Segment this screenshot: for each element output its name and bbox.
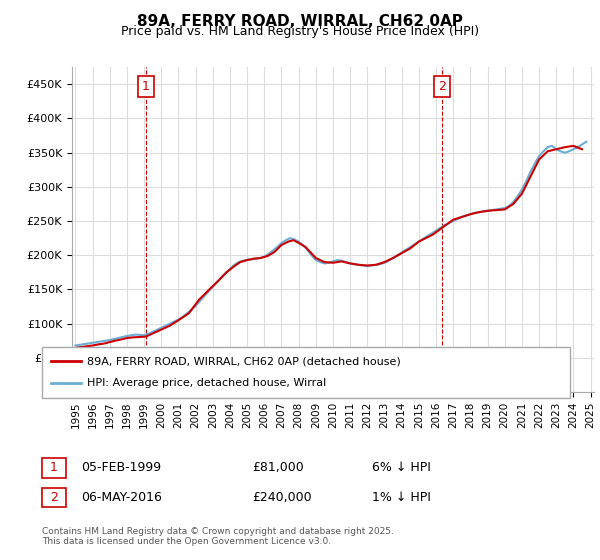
Text: 2: 2 [438, 80, 446, 93]
Text: 2: 2 [50, 491, 58, 504]
Text: 1: 1 [142, 80, 150, 93]
Text: 89A, FERRY ROAD, WIRRAL, CH62 0AP (detached house): 89A, FERRY ROAD, WIRRAL, CH62 0AP (detac… [87, 356, 401, 366]
Text: 06-MAY-2016: 06-MAY-2016 [81, 491, 162, 504]
Text: 1% ↓ HPI: 1% ↓ HPI [372, 491, 431, 504]
Text: 1: 1 [50, 461, 58, 474]
Text: Contains HM Land Registry data © Crown copyright and database right 2025.
This d: Contains HM Land Registry data © Crown c… [42, 526, 394, 546]
Text: £240,000: £240,000 [252, 491, 311, 504]
Text: Price paid vs. HM Land Registry's House Price Index (HPI): Price paid vs. HM Land Registry's House … [121, 25, 479, 38]
Text: 6% ↓ HPI: 6% ↓ HPI [372, 461, 431, 474]
Text: 05-FEB-1999: 05-FEB-1999 [81, 461, 161, 474]
Text: HPI: Average price, detached house, Wirral: HPI: Average price, detached house, Wirr… [87, 379, 326, 389]
Text: £81,000: £81,000 [252, 461, 304, 474]
Text: 89A, FERRY ROAD, WIRRAL, CH62 0AP: 89A, FERRY ROAD, WIRRAL, CH62 0AP [137, 14, 463, 29]
